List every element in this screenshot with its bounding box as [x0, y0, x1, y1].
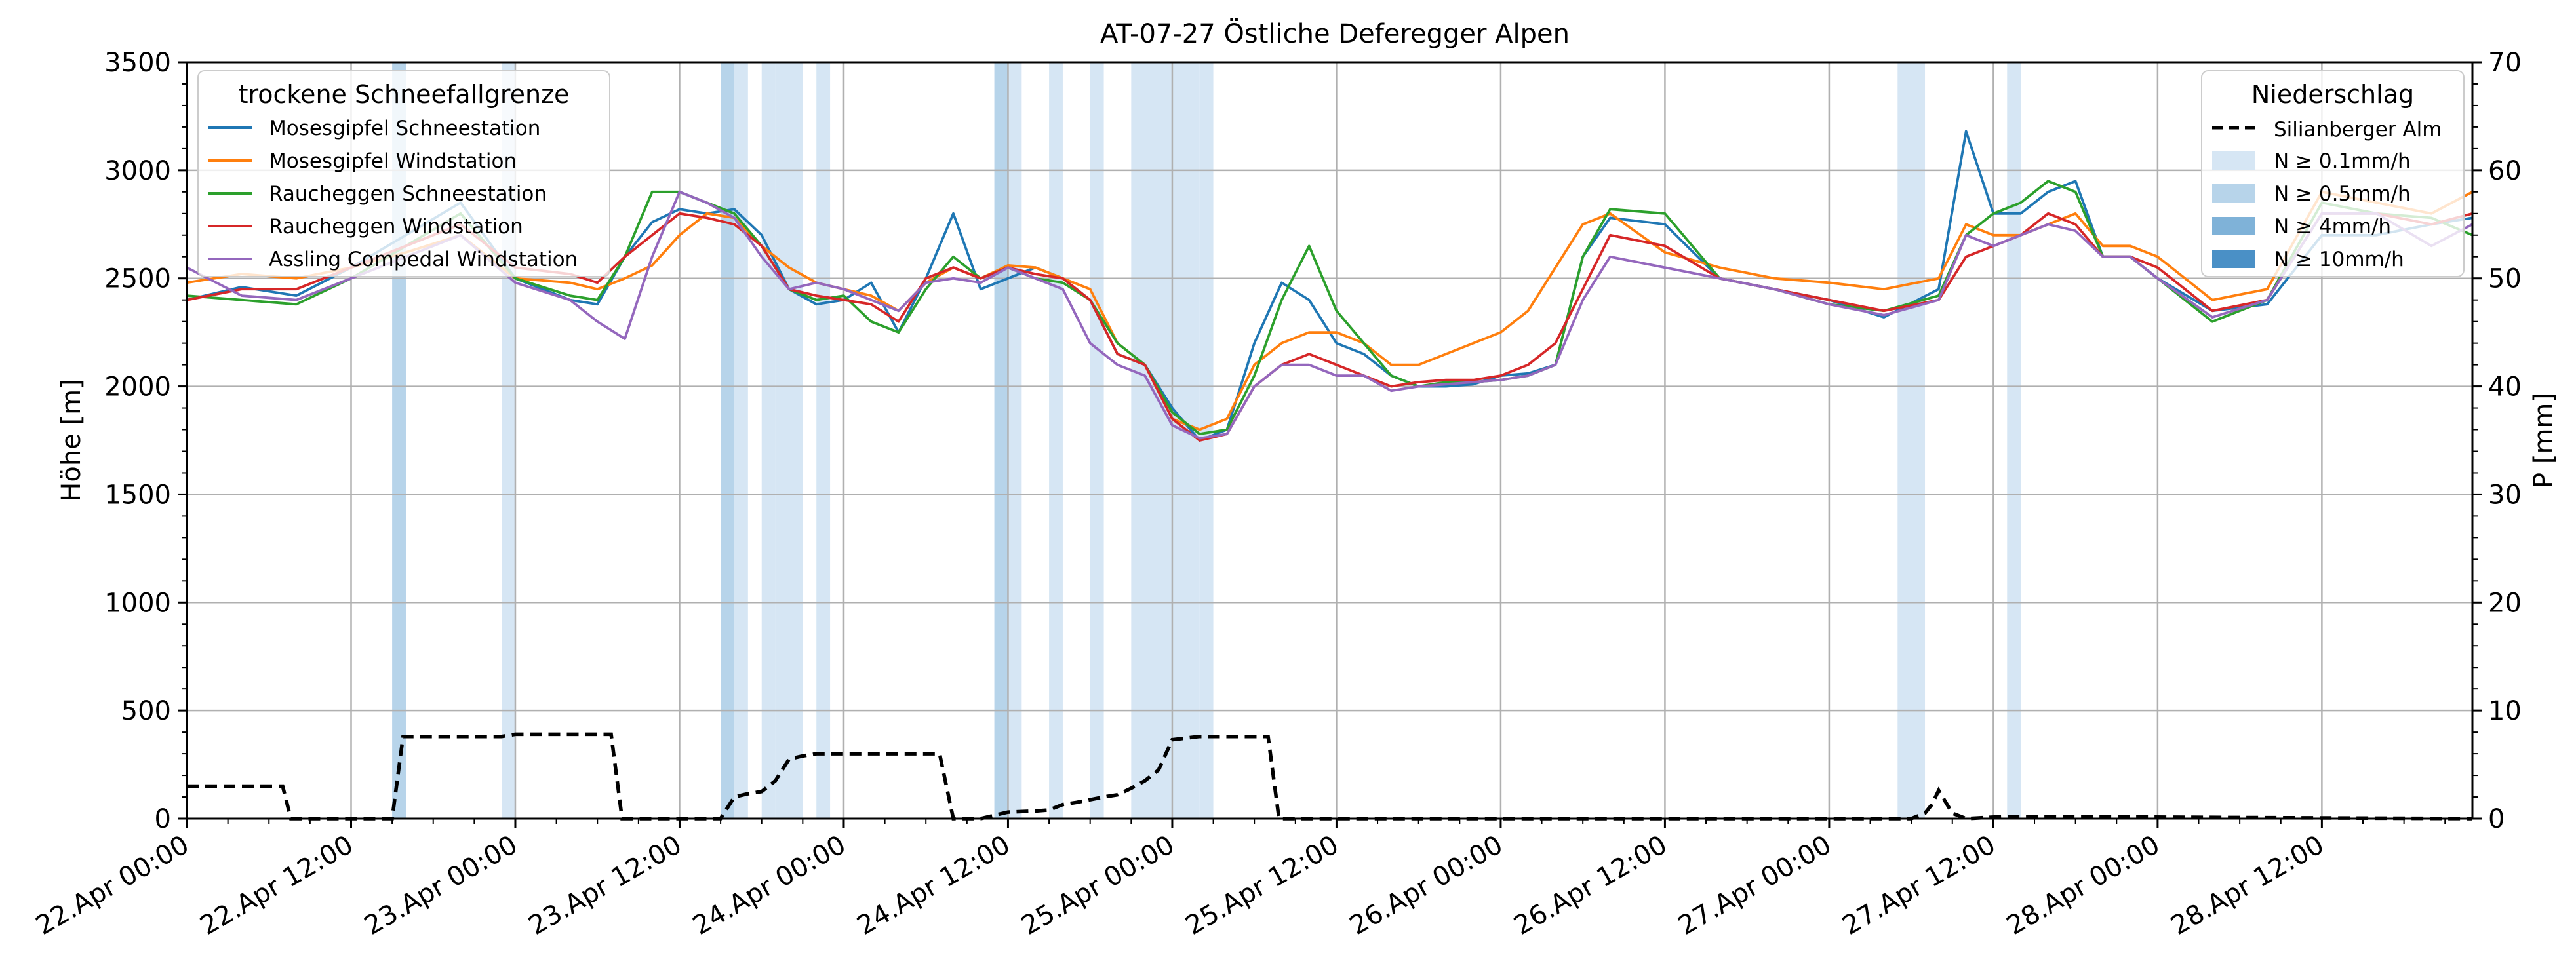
- y-tick-label-7: 3500: [104, 48, 171, 78]
- y2-axis-label: P [mm]: [2529, 393, 2559, 488]
- precip-band-13: [1199, 62, 1214, 819]
- snowline-series: [186, 130, 2473, 442]
- plot-frame: [186, 61, 2474, 820]
- y2-tick-label-6: 60: [2488, 156, 2522, 186]
- legend-band-swatch-2: [2212, 217, 2255, 235]
- y2-tick-label-7: 70: [2488, 48, 2522, 78]
- precip-band-4: [761, 62, 776, 819]
- precip-band-7: [994, 62, 1008, 819]
- precip-band-15: [2007, 62, 2021, 819]
- y-tick-label-5: 2500: [104, 264, 171, 294]
- y2-tick-label-1: 10: [2488, 696, 2522, 726]
- legend-band-swatch-3: [2212, 250, 2255, 268]
- legend-label-1: Mosesgipfel Windstation: [269, 149, 517, 173]
- precip-band-8: [1008, 62, 1022, 819]
- y-tick-label-3: 1500: [104, 480, 171, 510]
- precip-band-11: [1131, 62, 1145, 819]
- legend-precipitation-title: Niederschlag: [2251, 80, 2414, 109]
- legend-precipitation-bands: N ≥ 0.1mm/h N ≥ 0.5mm/h N ≥ 4mm/h N ≥ 10mm/…: [2212, 149, 2411, 271]
- legend-label-0: Mosesgipfel Schneestation: [269, 117, 540, 140]
- y2-tick-label-4: 40: [2488, 372, 2522, 402]
- series-line-0: [186, 130, 2473, 442]
- legend-precip-line-label: Silianberger Alm: [2274, 118, 2442, 142]
- y2-tick-label-5: 50: [2488, 264, 2522, 294]
- precip-band-9: [1049, 62, 1063, 819]
- legend-band-label-3: N ≥ 10mm/h: [2274, 248, 2404, 271]
- precip-band-5: [775, 62, 803, 819]
- precip-band-10: [1090, 62, 1104, 819]
- legend-snowline-title: trockene Schneefallgrenze: [239, 80, 570, 109]
- legend-snowline-frame: [197, 70, 610, 277]
- legend-snowline-items: Mosesgipfel Schneestation Mosesgipfel Win…: [208, 117, 578, 271]
- precip-band-14: [1897, 62, 1926, 819]
- y-tick-label-4: 2000: [104, 372, 171, 402]
- series-line-2: [186, 180, 2473, 435]
- y2-tick-label-0: 0: [2488, 804, 2505, 834]
- legend-precipitation: Niederschlag Silianberger Alm N ≥ 0.1mm/…: [2201, 70, 2465, 277]
- y-axis-left: 0 500 1000 1500 2000 2500 3000 3500: [104, 48, 187, 834]
- y-tick-label-2: 1000: [104, 588, 171, 618]
- legend-band-swatch-0: [2212, 151, 2255, 170]
- y-tick-label-6: 3000: [104, 156, 171, 186]
- precip-band-6: [816, 62, 831, 819]
- y-tick-label-0: 0: [155, 804, 171, 834]
- legend-label-2: Raucheggen Schneestation: [269, 182, 547, 206]
- legend-band-label-2: N ≥ 4mm/h: [2274, 215, 2391, 239]
- series-line-4: [186, 190, 2473, 440]
- y2-tick-label-2: 20: [2488, 588, 2522, 618]
- chart-title: AT-07-27 Östliche Deferegger Alpen: [1100, 18, 1570, 49]
- legend-band-swatch-1: [2212, 184, 2255, 203]
- legend-band-label-1: N ≥ 0.5mm/h: [2274, 182, 2411, 206]
- legend-label-3: Raucheggen Windstation: [269, 215, 523, 239]
- legend-label-4: Assling Compedal Windstation: [269, 248, 578, 271]
- y-axis-right: 0 10 20 30 40 50 60 70: [2472, 48, 2522, 834]
- legend-snowline: trockene Schneefallgrenze Mosesgipfel Sc…: [197, 70, 610, 277]
- y2-tick-label-3: 30: [2488, 480, 2522, 510]
- legend-band-label-0: N ≥ 0.1mm/h: [2274, 149, 2411, 173]
- legend-precipitation-frame: [2201, 70, 2465, 277]
- y-tick-label-1: 500: [121, 696, 171, 726]
- precip-band-3: [734, 62, 748, 819]
- precip-band-2: [721, 62, 734, 819]
- y-axis-label: Höhe [m]: [56, 379, 87, 501]
